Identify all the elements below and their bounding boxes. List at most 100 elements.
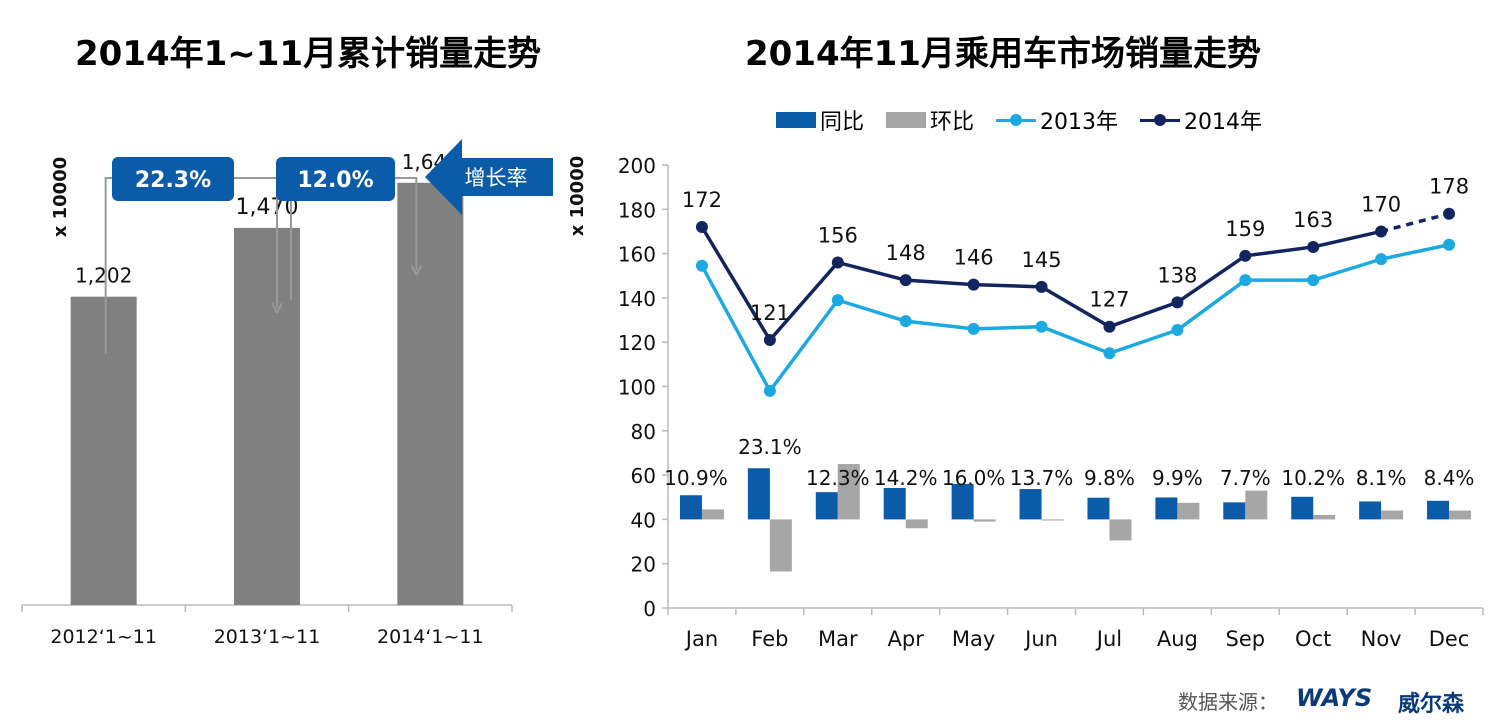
series-line: [700, 243, 1450, 395]
mom-bar: [1041, 519, 1064, 521]
mom-bar: [1381, 510, 1404, 520]
series-point: [1171, 296, 1184, 309]
chart-legend: 同比 环比 2013年 2014年: [776, 104, 1284, 136]
right-chart-title: 2014年11月乘用车市场销量走势: [745, 34, 1261, 74]
x-tick-label: Feb: [751, 627, 788, 651]
yoy-label: 8.4%: [1424, 466, 1475, 490]
x-tick-label: Jul: [1095, 627, 1122, 651]
bar: [70, 296, 137, 605]
left-chart-title: 2014年1~11月累计销量走势: [75, 34, 542, 74]
growth-rate-arrow: [425, 139, 553, 215]
yoy-bar: [1087, 497, 1110, 520]
ways-logo-cn: 威尔森: [1398, 692, 1465, 717]
yoy-bar: [747, 468, 770, 520]
legend-label-yoy: 同比: [820, 110, 865, 135]
series-point: [899, 274, 912, 287]
series-point: [1443, 207, 1456, 220]
left-bar-chart: 1,2022012‘1~111,4702013‘1~111,6462014‘1~…: [21, 139, 553, 648]
series-point: [1375, 225, 1388, 238]
series-point: [831, 294, 844, 307]
growth-arrow: [395, 177, 416, 270]
y-tick-label: 80: [631, 420, 656, 444]
series-point: [763, 333, 776, 346]
series-point: [1035, 320, 1048, 333]
bar: [234, 227, 300, 605]
series-point: [967, 322, 980, 335]
yoy-bar: [1223, 502, 1246, 520]
series-point: [831, 256, 844, 269]
mom-bar: [973, 519, 996, 522]
y-tick-label: 0: [643, 597, 656, 621]
series-point: [1103, 347, 1116, 360]
yoy-bar: [951, 483, 974, 520]
series-point: [899, 315, 912, 328]
yoy-label: 16.0%: [942, 466, 1006, 490]
y-tick-label: 60: [631, 464, 656, 488]
series-forecast-line: [1380, 212, 1450, 234]
legend-label-mom: 环比: [930, 110, 975, 135]
growth-rate-label: 22.3%: [135, 168, 211, 193]
series-data-label: 148: [886, 241, 926, 265]
yoy-label: 14.2%: [874, 466, 938, 490]
series-data-label: 127: [1089, 288, 1129, 312]
x-tick-label: Apr: [888, 627, 925, 651]
series-data-label: 172: [682, 188, 722, 212]
series-point: [1443, 238, 1456, 251]
growth-rate-arrow-label: 增长率: [465, 166, 528, 190]
series-data-label: 145: [1021, 248, 1061, 272]
mom-bar: [1449, 510, 1472, 520]
y-tick-label: 200: [618, 154, 656, 178]
yoy-bar: [1427, 500, 1450, 520]
growth-rate-box: [112, 157, 234, 201]
legend-swatch-mom: [886, 112, 927, 128]
unit-label: x 10000: [567, 156, 588, 237]
y-tick-label: 40: [631, 508, 656, 532]
growth-connector: [104, 177, 112, 354]
data-label: 1,202: [75, 264, 132, 288]
yoy-label: 13.7%: [1010, 466, 1074, 490]
legend-label-2014: 2014年: [1184, 110, 1263, 135]
yoy-label: 23.1%: [738, 435, 802, 459]
right-line-chart: 0 20 40 60 80 100 120 140 160 180 200 Jan Feb Mar Apr M…: [567, 154, 1484, 651]
series-data-label: 163: [1293, 208, 1333, 232]
series-data-label: 146: [954, 246, 994, 270]
legend-item-yoy: 同比: [776, 104, 864, 136]
yoy-bar: [1019, 489, 1042, 520]
bar: [397, 182, 464, 605]
yoy-bar: [1359, 501, 1382, 520]
legend-swatch-2013: [996, 112, 1037, 128]
series-point: [695, 259, 708, 272]
growth-rate-label: 12.0%: [297, 168, 373, 193]
legend-swatch-2014: [1140, 112, 1181, 128]
yoy-label: 10.2%: [1281, 466, 1345, 490]
series-point: [1239, 274, 1252, 287]
mom-bar: [1109, 519, 1132, 541]
yoy-bar: [883, 487, 906, 520]
series-data-label: 170: [1361, 192, 1401, 216]
series-data-label: 156: [818, 223, 858, 247]
series-point: [763, 384, 776, 397]
x-tick-label: Nov: [1361, 627, 1402, 651]
yoy-bar: [815, 492, 838, 520]
series-point: [1239, 249, 1252, 262]
x-tick-label: Dec: [1429, 627, 1470, 651]
legend-item-2014: 2014年: [1140, 104, 1262, 136]
yoy-label: 9.9%: [1152, 466, 1203, 490]
yoy-label: 8.1%: [1356, 466, 1407, 490]
mom-bar: [1313, 514, 1336, 520]
legend-label-2013: 2013年: [1040, 110, 1119, 135]
y-tick-label: 20: [631, 553, 656, 577]
x-tick-label: Aug: [1157, 627, 1198, 651]
mom-bar: [1177, 502, 1200, 520]
series-point: [1035, 280, 1048, 293]
y-tick-label: 120: [618, 331, 656, 355]
yoy-label: 7.7%: [1220, 466, 1271, 490]
y-tick-label: 140: [618, 287, 656, 311]
series-point: [1307, 240, 1320, 253]
y-tick-label: 160: [618, 243, 656, 267]
category-label: 2013‘1~11: [214, 626, 321, 648]
series-data-label: 178: [1429, 175, 1469, 199]
mom-bar: [701, 509, 724, 520]
ways-logo: WAYS: [1296, 684, 1373, 712]
